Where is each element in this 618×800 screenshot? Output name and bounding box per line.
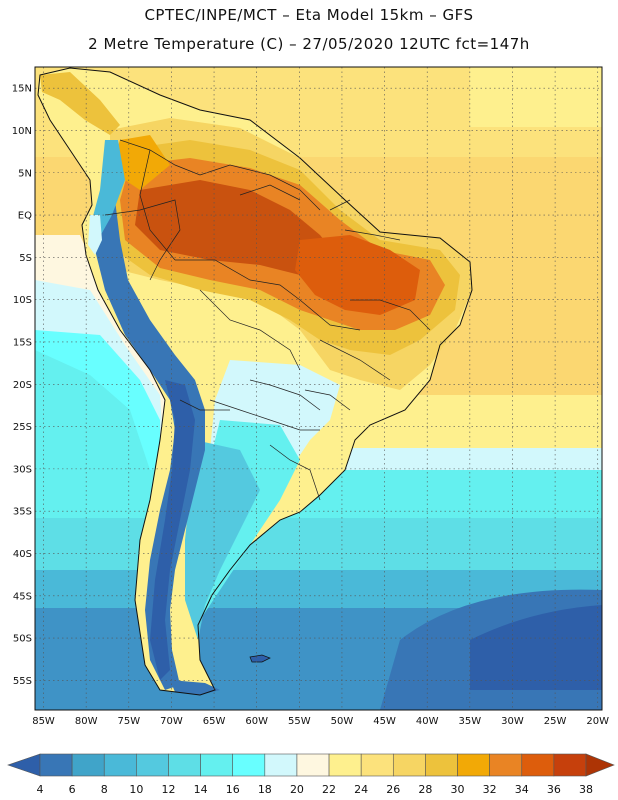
colorbar-swatch	[103, 753, 137, 777]
longitude-label: 40W	[416, 716, 439, 727]
map-frame	[34, 66, 603, 711]
colorbar-label: 32	[483, 783, 497, 796]
colorbar-swatch	[71, 753, 105, 777]
ocean-atlantic-pale	[470, 67, 602, 127]
ocean-coldest-patch	[470, 605, 602, 690]
colorbar-swatch	[425, 753, 458, 777]
colorbar-swatch	[264, 753, 298, 777]
longitude-label: 25W	[544, 716, 567, 727]
colorbar-label: 16	[226, 783, 240, 796]
andes-cold-strip	[95, 200, 205, 690]
latitude-label: 50S	[13, 634, 32, 645]
latitude-label: 55S	[13, 676, 32, 687]
map-title-line-2: 2 Metre Temperature (C) – 27/05/2020 12U…	[88, 35, 530, 53]
latitude-labels: 15N 10N 5N EQ 5S 10S 15S 20S 25S 30S 35S 40S 45S 50S 5…	[12, 84, 32, 687]
map-title-line-1: CPTEC/INPE/MCT – Eta Model 15km – GFS	[144, 6, 474, 24]
longitude-label: 45W	[373, 716, 396, 727]
country-borders	[104, 139, 431, 501]
colorbar-label: 38	[579, 783, 593, 796]
colorbar-label: 4	[37, 783, 44, 796]
latitude-label: 15S	[13, 337, 32, 348]
colorbar-arrow-low	[7, 753, 41, 777]
colorbar-label: 18	[258, 783, 272, 796]
longitude-labels: 85W 80W 75W 70W 65W 60W 55W 50W 45W 40W 35W 30W 25W 2…	[32, 716, 609, 727]
coastline	[37, 67, 473, 696]
longitude-label: 70W	[160, 716, 183, 727]
central-america	[40, 72, 120, 135]
map-field	[35, 67, 602, 710]
colorbar-swatch	[136, 753, 169, 777]
latitude-label: 5S	[19, 253, 32, 264]
latitude-label: 5N	[18, 168, 32, 179]
latitude-label: 30S	[13, 464, 32, 475]
colorbar-label: 30	[451, 783, 465, 796]
colorbar-labels: 4 6 8 10 12 14 16 18 20 22 24 26 28 30 32 34 36 38	[37, 783, 594, 796]
colorbar-label: 36	[547, 783, 561, 796]
latitude-label: 20S	[13, 380, 32, 391]
colorbar-label: 8	[101, 783, 108, 796]
andes-north-strip	[92, 140, 125, 240]
colorbar-swatch	[489, 753, 523, 777]
pacific-cool-4	[35, 350, 150, 470]
colorbar-swatch	[457, 753, 490, 777]
colorbar-swatch	[521, 753, 555, 777]
latitude-label: 35S	[13, 507, 32, 518]
longitude-label: 30W	[501, 716, 524, 727]
colorbar-label: 26	[386, 783, 400, 796]
colorbar-label: 24	[354, 783, 368, 796]
graticule	[35, 67, 602, 710]
longitude-label: 20W	[586, 716, 609, 727]
colorbar-swatch	[296, 753, 330, 777]
longitude-label: 85W	[32, 716, 55, 727]
colorbar-swatch	[39, 753, 73, 777]
colorbar-arrow-high	[585, 753, 615, 777]
colorbar-swatch	[360, 753, 394, 777]
latitude-label: 40S	[13, 549, 32, 560]
latitude-label: 45S	[13, 591, 32, 602]
colorbar-swatch	[232, 753, 266, 777]
longitude-label: 75W	[117, 716, 140, 727]
ocean-band-14	[35, 518, 602, 573]
patagonia-cool	[185, 440, 260, 640]
latitude-label: EQ	[18, 211, 32, 222]
longitude-label: 60W	[245, 716, 268, 727]
colombia-zone	[110, 135, 170, 190]
longitude-label: 50W	[331, 716, 354, 727]
colorbar-swatch	[200, 753, 234, 777]
latitude-label: 10N	[12, 126, 32, 137]
ecuador-highland	[88, 215, 102, 255]
colorbar	[7, 753, 615, 777]
amazon-peak-zone	[135, 180, 340, 275]
colorbar-swatch	[328, 753, 362, 777]
northeast-hot-zone	[295, 235, 420, 315]
tierra-del-fuego	[170, 680, 220, 695]
colorbar-label: 34	[515, 783, 529, 796]
colorbar-swatch	[392, 753, 426, 777]
longitude-label: 65W	[203, 716, 226, 727]
colorbar-swatch	[553, 753, 587, 777]
colorbar-label: 22	[322, 783, 336, 796]
longitude-label: 55W	[288, 716, 311, 727]
longitude-label: 80W	[75, 716, 98, 727]
latitude-label: 15N	[12, 84, 32, 95]
colorbar-label: 10	[129, 783, 143, 796]
latitude-label: 10S	[13, 295, 32, 306]
colorbar-label: 20	[290, 783, 304, 796]
colorbar-label: 28	[418, 783, 432, 796]
colorbar-label: 6	[69, 783, 76, 796]
andes-coldest-strip	[150, 380, 195, 680]
falkland-islands	[249, 654, 271, 663]
colorbar-label: 12	[161, 783, 175, 796]
colorbar-swatch	[168, 753, 201, 777]
longitude-label: 35W	[459, 716, 482, 727]
latitude-label: 25S	[13, 422, 32, 433]
colorbar-label: 14	[194, 783, 208, 796]
